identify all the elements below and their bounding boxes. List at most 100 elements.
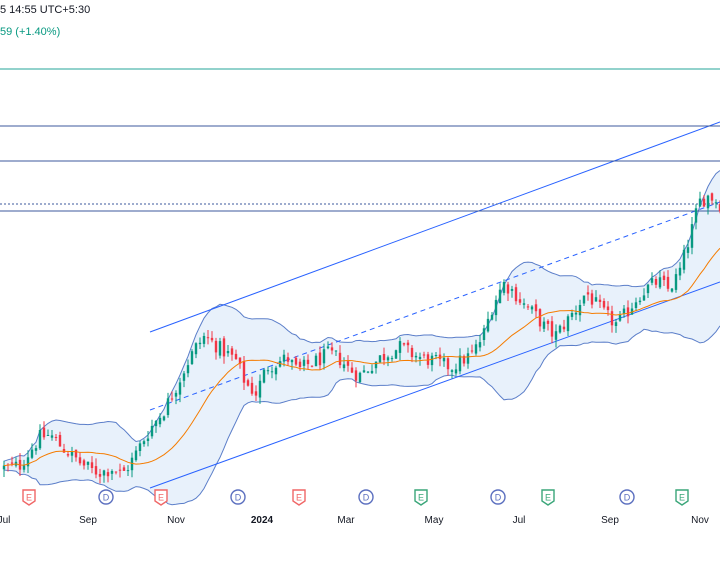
candle [98, 468, 102, 484]
candle [694, 204, 698, 230]
candle [174, 390, 178, 405]
candle [482, 324, 486, 346]
candle [610, 305, 614, 333]
candle [286, 352, 290, 366]
bollinger-upper-band [3, 170, 720, 462]
candle [34, 445, 38, 455]
earnings-event-icon[interactable]: E [414, 489, 428, 506]
time-axis-label: Jul [513, 515, 526, 526]
candle [446, 357, 450, 376]
candle [714, 199, 718, 209]
candle [718, 200, 720, 214]
svg-text:E: E [545, 493, 551, 503]
candle [218, 337, 222, 359]
candle [362, 365, 366, 373]
candle [338, 345, 342, 369]
candle [454, 363, 458, 376]
channel-upper-line[interactable] [149, 121, 720, 333]
candle [50, 430, 54, 441]
candle [578, 299, 582, 322]
candle [522, 298, 526, 309]
candle [470, 344, 474, 354]
candle [354, 367, 358, 388]
candle [194, 342, 198, 359]
candle [110, 469, 114, 480]
candle [590, 289, 594, 309]
candle [342, 357, 346, 372]
candle [646, 283, 650, 299]
svg-text:E: E [296, 493, 302, 503]
candle [202, 332, 206, 348]
svg-text:D: D [495, 493, 502, 503]
candle [326, 341, 330, 350]
candle [430, 352, 434, 372]
candle [270, 366, 274, 379]
candle [198, 337, 202, 349]
candle [498, 283, 502, 304]
svg-text:D: D [103, 493, 110, 503]
candle [22, 459, 26, 473]
candle [258, 374, 262, 404]
candle [42, 421, 46, 440]
candle [650, 272, 654, 286]
earnings-event-icon[interactable]: E [292, 489, 306, 506]
candle [670, 287, 674, 293]
candle [86, 461, 90, 470]
candle [230, 346, 234, 361]
dividend-event-icon[interactable]: D [619, 489, 635, 505]
time-axis-label: Nov [691, 515, 709, 526]
candle [474, 339, 478, 356]
time-axis-label: 2024 [251, 515, 274, 526]
candle [150, 419, 154, 439]
candle [122, 465, 126, 471]
horizontal-levels[interactable] [0, 68, 720, 212]
time-axis-label: Sep [79, 515, 97, 526]
candle [170, 391, 174, 402]
channel-lower-line[interactable] [149, 281, 720, 489]
candle [366, 370, 370, 374]
candle [166, 392, 170, 418]
candle [502, 279, 506, 296]
earnings-event-icon[interactable]: E [541, 489, 555, 506]
bollinger-basis [3, 247, 720, 467]
time-axis-label: May [425, 515, 444, 526]
candle [594, 290, 598, 302]
candle [142, 439, 146, 447]
candle [566, 314, 570, 337]
candle [146, 431, 150, 447]
candle [530, 305, 534, 314]
candle [562, 319, 566, 333]
earnings-event-icon[interactable]: E [154, 489, 168, 506]
dividend-event-icon[interactable]: D [490, 489, 506, 505]
candle [638, 297, 642, 305]
earnings-event-icon[interactable]: E [22, 489, 36, 506]
candle [398, 337, 402, 361]
candle [450, 369, 454, 379]
svg-text:D: D [624, 493, 631, 503]
candle [614, 318, 618, 333]
candle [126, 465, 130, 477]
candle [690, 217, 694, 255]
bollinger-bands [3, 170, 720, 506]
candle [658, 270, 662, 290]
candle [598, 294, 602, 309]
candle [466, 347, 470, 369]
candle [418, 352, 422, 366]
candle [618, 310, 622, 322]
time-axis[interactable]: Jul Sep Nov 2024 Mar May Jul Sep Nov [0, 515, 709, 526]
candle [370, 364, 374, 374]
candle [282, 349, 286, 367]
candle [138, 440, 142, 457]
earnings-event-icon[interactable]: E [675, 489, 689, 506]
candle [318, 346, 322, 370]
dividend-event-icon[interactable]: D [98, 489, 114, 505]
dividend-event-icon[interactable]: D [358, 489, 374, 505]
dividend-event-icon[interactable]: D [230, 489, 246, 505]
candle [94, 458, 98, 479]
candle [442, 353, 446, 367]
candle [250, 376, 254, 396]
candle [478, 334, 482, 352]
